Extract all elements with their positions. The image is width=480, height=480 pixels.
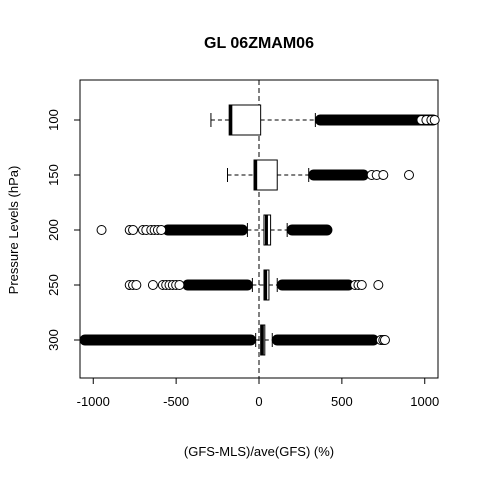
box-iqr — [228, 104, 262, 136]
outlier-point — [373, 280, 384, 290]
y-tick-label: 200 — [46, 219, 61, 241]
y-tick-label: 150 — [46, 164, 61, 186]
x-tick-label: -1000 — [77, 394, 110, 409]
outlier-point — [128, 225, 139, 235]
outlier-point — [156, 225, 167, 235]
chart-title: GL 06ZMAM06 — [204, 35, 314, 52]
outlier-band — [162, 224, 248, 236]
outlier-point — [378, 170, 389, 180]
outlier-point — [403, 170, 414, 180]
y-axis-label: Pressure Levels (hPa) — [6, 166, 21, 295]
outlier-band — [286, 224, 333, 236]
outlier-point — [147, 280, 158, 290]
outlier-band — [308, 169, 369, 181]
plot-area: -1000 -500 0 500 1000 100 150 200 250 300 — [46, 79, 440, 409]
outlier-point — [429, 115, 440, 125]
y-tick-label: 300 — [46, 329, 61, 351]
box-iqr — [253, 159, 278, 191]
outlier-point — [131, 280, 142, 290]
outlier-point — [379, 335, 390, 345]
outlier-point — [174, 280, 185, 290]
x-axis-label: (GFS-MLS)/ave(GFS) (%) — [184, 444, 334, 459]
x-tick-label: 1000 — [410, 394, 439, 409]
outlier-point — [356, 280, 367, 290]
outlier-band — [271, 334, 379, 346]
x-tick-label: 500 — [331, 394, 353, 409]
outlier-band — [276, 279, 354, 291]
y-tick-label: 100 — [46, 109, 61, 131]
y-tick-label: 250 — [46, 274, 61, 296]
outlier-band — [182, 279, 253, 291]
outlier-point — [96, 225, 107, 235]
outlier-band — [79, 334, 257, 346]
x-tick-label: 0 — [255, 394, 262, 409]
x-tick-label: -500 — [163, 394, 189, 409]
